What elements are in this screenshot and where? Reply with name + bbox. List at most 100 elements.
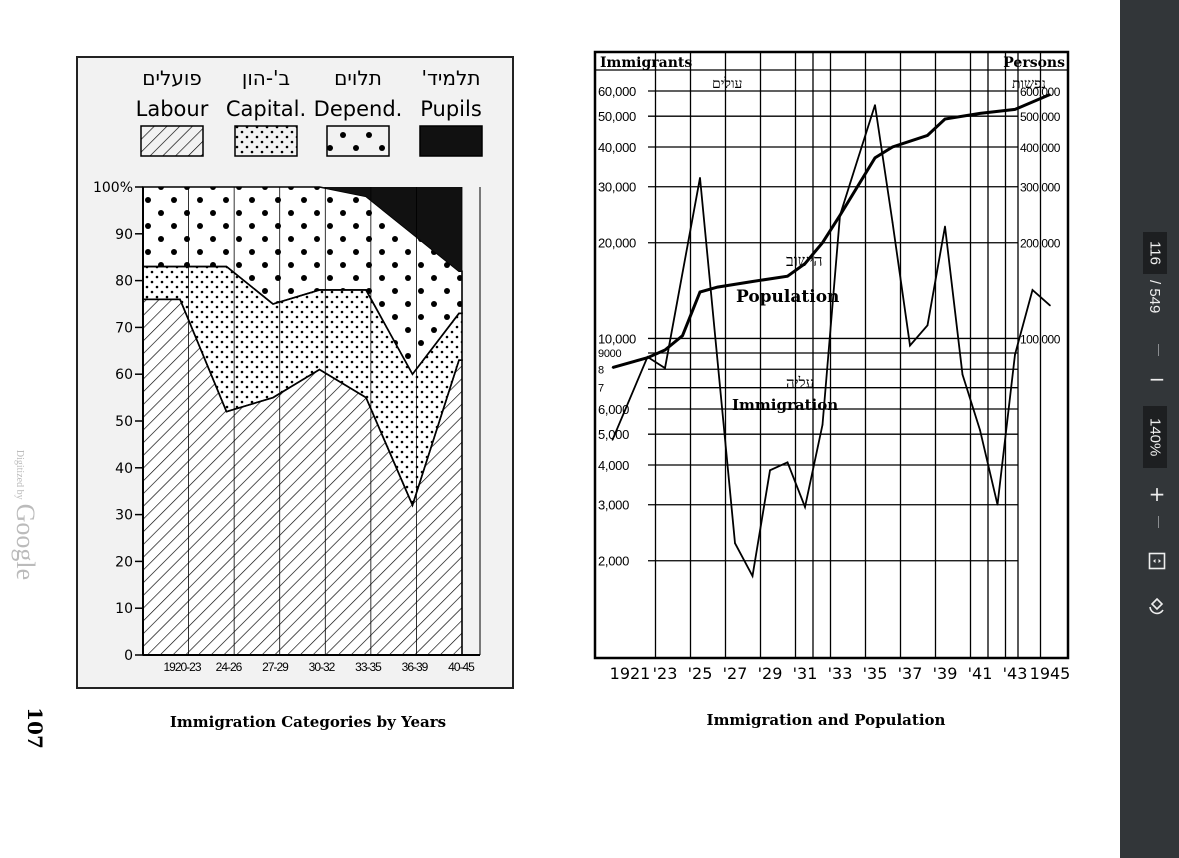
x-tick-label: 30-32: [309, 660, 336, 674]
data-point-population: [699, 291, 701, 293]
data-point-population: [979, 112, 981, 115]
right-chart-title: Immigration and Population: [707, 711, 946, 729]
rotate-icon: [1149, 597, 1164, 615]
y-left-axis-label-hebrew: עולים: [712, 76, 743, 92]
data-point-population: [716, 286, 719, 288]
y-left-tick-label: 7: [598, 383, 604, 395]
data-point-immigration: [909, 344, 911, 347]
y-tick-label: 50: [115, 414, 133, 430]
data-point-immigration: [804, 506, 806, 508]
divider: [1158, 516, 1159, 528]
x-tick-label: 36-39: [402, 660, 429, 674]
rotate-button[interactable]: [1146, 595, 1168, 617]
watermark-large: Google: [11, 503, 41, 581]
legend-label: Depend.: [314, 97, 403, 121]
left-chart-title: Immigration Categories by Years: [170, 713, 446, 731]
y-tick-label: 30: [115, 508, 133, 524]
data-point-immigration: [874, 104, 876, 106]
y-tick-label: 80: [115, 274, 133, 290]
y-right-tick-label: 100,000: [1020, 332, 1061, 346]
series-label-immigration: Immigration: [732, 396, 838, 414]
data-point-immigration: [769, 469, 771, 472]
y-right-tick-label: 200,000: [1020, 237, 1061, 251]
data-point-immigration: [786, 461, 789, 464]
legend-label: Labour: [136, 97, 209, 121]
y-right-tick-label: 300,000: [1020, 181, 1061, 195]
data-point-immigration: [856, 159, 859, 161]
y-tick-label: 60: [115, 367, 133, 383]
immigration-categories-chart: 0 10 20 30 40 50 60 70 80 90 100% 1920-23 24-26 27-29…: [93, 66, 483, 674]
page-number: 107: [22, 707, 47, 749]
x-tick-label: '31: [793, 664, 818, 683]
data-point-population: [839, 214, 841, 217]
current-page-input[interactable]: 116: [1143, 232, 1167, 274]
y-left-tick-label: 2,000: [598, 554, 629, 569]
y-tick-label: 20: [115, 554, 133, 570]
y-right-axis-label-hebrew: נפשות: [1012, 76, 1046, 92]
y-tick-label: 90: [115, 227, 133, 243]
x-tick-label: '43: [1003, 664, 1028, 683]
y-tick-label: 100%: [93, 180, 133, 196]
y-left-tick-label: 10,000: [598, 331, 636, 346]
document-page: 0 10 20 30 40 50 60 70 80 90 100% 1920-23 24-26 27-29…: [76, 50, 1071, 731]
divider: [1158, 344, 1159, 356]
zoom-out-button[interactable]: −: [1148, 367, 1166, 391]
data-point-immigration: [734, 542, 736, 545]
watermark-small: Digitized by: [14, 449, 26, 500]
data-point-immigration: [1049, 304, 1051, 307]
data-point-immigration: [1031, 289, 1034, 291]
y-left-tick-label: 4,000: [598, 458, 629, 473]
legend-label-hebrew: פועלים: [142, 66, 202, 90]
data-point-population: [926, 134, 929, 137]
y-left-tick-label: 8: [598, 364, 604, 376]
x-tick-label: 1921: [610, 664, 651, 683]
x-tick-label: 1920-23: [163, 660, 201, 674]
x-tick-label: 33-35: [355, 660, 382, 674]
y-left-axis-label: Immigrants: [600, 55, 692, 71]
x-tick-label: 27-29: [262, 660, 289, 674]
series-label-immigration-hebrew: עליה: [786, 374, 814, 392]
y-tick-label: 40: [115, 461, 133, 477]
zoom-in-button[interactable]: +: [1148, 482, 1166, 506]
x-tick-label: '39: [933, 664, 958, 683]
fit-page-icon: [1148, 552, 1166, 570]
data-point-population: [751, 280, 754, 283]
y-right-tick-label: 600,000: [1020, 85, 1061, 99]
y-left-tick-label: 5,000: [598, 427, 629, 442]
y-left-tick-label: 9000: [598, 348, 621, 360]
legend-label-hebrew: ב'-הון: [242, 66, 290, 90]
data-point-population: [804, 262, 806, 265]
x-tick-label: '33: [828, 664, 853, 683]
y-left-tick-label: 40,000: [598, 140, 636, 155]
viewer-toolbar: 116 / 549 − 140% +: [1120, 0, 1179, 858]
legend-swatch: [419, 125, 483, 157]
y-right-axis-label: Persons: [1003, 55, 1065, 71]
legend-swatch: [326, 125, 390, 157]
y-left-tick-label: 6,000: [598, 402, 629, 417]
zoom-level[interactable]: 140%: [1143, 406, 1167, 468]
y-left-tick-label: 3,000: [598, 498, 629, 513]
y-right-tick-label: 500,000: [1020, 110, 1061, 124]
fit-page-button[interactable]: [1146, 550, 1168, 572]
y-left-tick-label: 20,000: [598, 236, 636, 251]
data-point-population: [646, 356, 649, 359]
google-watermark: Digitized by Google: [10, 450, 40, 580]
plot-frame: [593, 50, 1070, 660]
data-point-immigration: [961, 373, 964, 376]
data-point-population: [611, 366, 614, 369]
data-point-immigration: [926, 324, 929, 327]
data-point-population: [681, 334, 684, 337]
x-tick-label: '35: [863, 664, 888, 683]
x-tick-label: '27: [723, 664, 748, 683]
data-point-immigration: [699, 177, 701, 179]
y-tick-label: 0: [124, 648, 133, 664]
area-pupils: [143, 187, 462, 272]
data-point-immigration: [891, 221, 894, 224]
legend-swatch: [234, 125, 298, 157]
legend-label-hebrew: תלוים: [334, 66, 382, 90]
y-left-tick-label: 30,000: [598, 180, 636, 195]
series-label-population-hebrew: הישוב: [786, 251, 823, 270]
y-right-tick-label: 400,000: [1020, 141, 1061, 155]
data-point-population: [786, 275, 789, 277]
series-line-population: [612, 93, 1051, 370]
